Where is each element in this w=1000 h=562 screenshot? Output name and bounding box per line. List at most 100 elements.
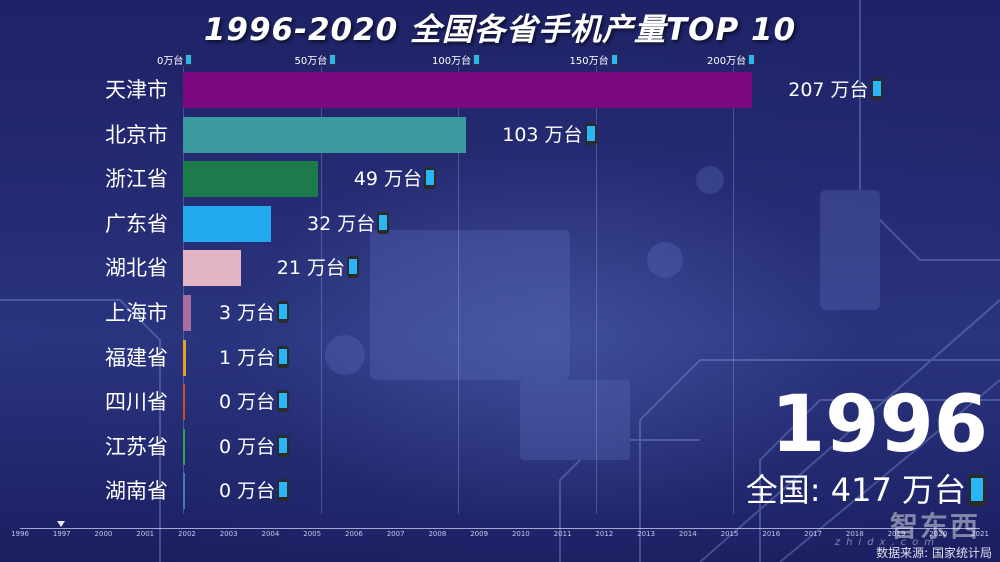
phone-icon xyxy=(329,54,337,65)
timeline-year-2012[interactable]: 2012 xyxy=(595,530,614,538)
timeline-year-2009[interactable]: 2009 xyxy=(470,530,489,538)
value-text: 0 万台 xyxy=(219,435,276,458)
axis-tick-label: 150万台 xyxy=(570,52,618,67)
bar xyxy=(183,295,192,331)
bar xyxy=(183,384,185,421)
phone-icon xyxy=(185,54,193,65)
current-year: 1996 xyxy=(770,380,988,470)
timeline-year-2016[interactable]: 2016 xyxy=(762,530,781,538)
timeline-year-1996[interactable]: 1996 xyxy=(11,530,29,538)
category-label: 广东省 xyxy=(105,211,168,236)
axis-tick-label: 200万台 xyxy=(707,52,756,67)
category-label: 浙江省 xyxy=(105,167,168,192)
axis-tick-text: 150万台 xyxy=(569,56,609,67)
value-text: 21 万台 xyxy=(276,257,345,280)
category-label: 湖北省 xyxy=(105,256,168,281)
bar xyxy=(183,161,318,198)
phone-icon xyxy=(423,167,436,190)
phone-icon xyxy=(277,345,290,368)
timeline-year-2011[interactable]: 2011 xyxy=(553,530,572,538)
gridline xyxy=(458,66,459,514)
bar-row: 江苏省 0 万台 xyxy=(0,428,1000,466)
chart-title: 1996-2020 全国各省手机产量TOP 10 xyxy=(203,12,797,48)
value-text: 3 万台 xyxy=(219,302,276,324)
timeline-year-2004[interactable]: 2004 xyxy=(261,530,280,538)
timeline-play-marker[interactable] xyxy=(57,521,65,527)
timeline-year-2019[interactable]: 2019 xyxy=(887,530,906,538)
value-text: 32 万台 xyxy=(307,212,376,235)
value-text: 1 万台 xyxy=(219,346,276,369)
value-text: 0 万台 xyxy=(219,480,276,503)
axis-tick-text: 200万台 xyxy=(707,56,747,67)
phone-icon xyxy=(277,390,290,413)
bar xyxy=(183,205,271,242)
bar xyxy=(183,339,186,376)
value-label: 103 万台 xyxy=(502,116,597,154)
value-text: 49 万台 xyxy=(353,168,422,191)
value-label: 32 万台 xyxy=(307,205,390,243)
timeline-year-2013[interactable]: 2013 xyxy=(637,530,655,538)
phone-icon xyxy=(346,256,359,279)
timeline-year-2015[interactable]: 2015 xyxy=(720,530,739,538)
national-total: 全国: 417 万台 xyxy=(746,470,986,510)
timeline-year-2003[interactable]: 2003 xyxy=(219,530,238,538)
phone-icon xyxy=(610,54,618,65)
value-label: 21 万台 xyxy=(277,249,359,287)
axis-tick-text: 100万台 xyxy=(432,56,472,67)
bar-row: 浙江省 49 万台 xyxy=(0,160,1000,198)
gridline xyxy=(183,66,184,514)
value-text: 103 万台 xyxy=(502,123,583,146)
timeline-year-1997[interactable]: 1997 xyxy=(52,530,71,538)
timeline-year-2014[interactable]: 2014 xyxy=(678,530,697,538)
category-label: 江苏省 xyxy=(105,434,168,459)
value-text: 207 万台 xyxy=(788,79,869,101)
phone-icon xyxy=(277,301,290,323)
timeline-year-2018[interactable]: 2018 xyxy=(845,530,864,538)
timeline-year-2000[interactable]: 2000 xyxy=(94,530,113,538)
bar-row: 广东省 32 万台 xyxy=(0,205,1000,243)
timeline-year-2020[interactable]: 2020 xyxy=(929,530,948,538)
bar-row: 湖南省 0 万台 xyxy=(0,472,1000,510)
timeline-year-2010[interactable]: 2010 xyxy=(511,530,530,538)
data-source: 数据来源: 国家统计局 xyxy=(876,546,992,560)
bar xyxy=(183,116,467,153)
bar-row: 湖北省 21 万台 xyxy=(0,249,1000,287)
national-total-text: 全国: 417 万台 xyxy=(745,471,966,509)
phone-icon xyxy=(870,78,883,100)
bar xyxy=(183,473,185,510)
timeline-year-2006[interactable]: 2006 xyxy=(344,530,363,538)
timeline-slider[interactable] xyxy=(20,528,980,529)
axis-tick-label: 50万台 xyxy=(295,52,337,67)
value-label: 3 万台 xyxy=(219,294,290,332)
value-text: 0 万台 xyxy=(219,391,276,414)
timeline-year-2001[interactable]: 2001 xyxy=(136,530,155,538)
category-label: 上海市 xyxy=(105,301,168,325)
timeline-year-2005[interactable]: 2005 xyxy=(303,530,322,538)
axis-tick-text: 0万台 xyxy=(157,56,184,67)
value-label: 0 万台 xyxy=(219,428,290,466)
phone-icon xyxy=(968,474,986,506)
timeline-year-2007[interactable]: 2007 xyxy=(386,530,405,538)
gridline xyxy=(733,66,734,514)
timeline-year-2002[interactable]: 2002 xyxy=(178,530,196,538)
timeline-year-2017[interactable]: 2017 xyxy=(804,530,822,538)
bar-row: 天津市 207 万台 xyxy=(0,71,1000,109)
value-label: 49 万台 xyxy=(354,160,436,198)
phone-icon xyxy=(277,434,290,457)
bar-row: 上海市 3 万台 xyxy=(0,294,1000,332)
timeline-year-2021[interactable]: 2021 xyxy=(971,530,989,538)
value-label: 207 万台 xyxy=(788,71,883,109)
phone-icon xyxy=(473,54,481,65)
phone-icon xyxy=(277,479,290,502)
gridline xyxy=(595,66,597,514)
phone-icon xyxy=(377,211,390,234)
value-label: 0 万台 xyxy=(219,383,290,421)
phone-icon xyxy=(584,122,597,145)
phone-icon xyxy=(748,54,756,65)
watermark-url: zhidx.com xyxy=(834,537,940,548)
value-label: 1 万台 xyxy=(219,339,290,377)
axis-tick-text: 50万台 xyxy=(294,56,328,67)
bar xyxy=(183,72,753,108)
timeline-year-2008[interactable]: 2008 xyxy=(428,530,447,538)
